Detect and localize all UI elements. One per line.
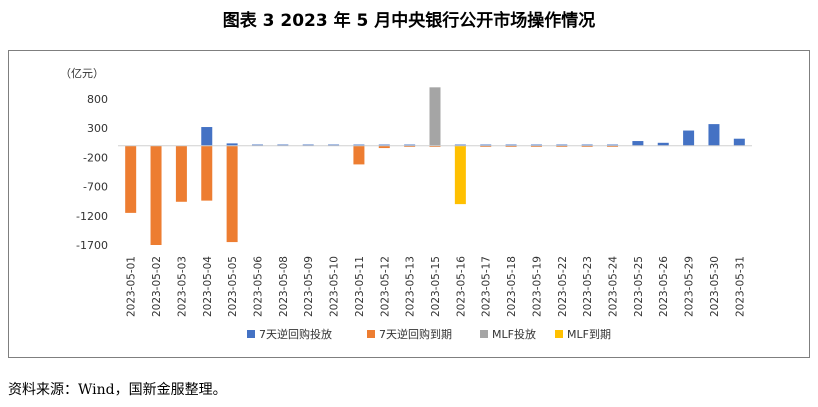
x-tick-label: 2023-05-10 — [329, 256, 341, 317]
bar-7天逆回购到期-2023-05-11 — [353, 145, 365, 165]
y-tick-label: 300 — [87, 122, 108, 135]
bar-7天逆回购投放-2023-05-30 — [708, 124, 720, 146]
legend-swatch — [480, 330, 488, 338]
x-tick-label: 2023-05-11 — [354, 256, 366, 317]
x-tick-label: 2023-05-12 — [379, 256, 391, 317]
bar-7天逆回购投放-2023-05-23 — [581, 144, 593, 146]
bar-7天逆回购投放-2023-05-11 — [353, 144, 365, 146]
legend-label: 7天逆回购到期 — [379, 327, 452, 341]
bar-7天逆回购投放-2023-05-13 — [404, 144, 416, 146]
y-tick-label: -200 — [83, 151, 108, 164]
bar-7天逆回购投放-2023-05-04 — [201, 127, 213, 146]
bar-7天逆回购到期-2023-05-18 — [505, 145, 517, 147]
x-tick-label: 2023-05-26 — [658, 256, 670, 317]
legend-label: 7天逆回购投放 — [259, 327, 332, 341]
x-tick-label: 2023-05-01 — [126, 256, 138, 317]
bar-7天逆回购到期-2023-05-03 — [175, 145, 187, 202]
legend-swatch — [247, 330, 255, 338]
bar-7天逆回购投放-2023-05-05 — [226, 143, 238, 146]
x-tick-label: 2023-05-18 — [506, 256, 518, 317]
x-tick-label: 2023-05-03 — [176, 256, 188, 317]
bar-7天逆回购到期-2023-05-13 — [404, 145, 416, 147]
bar-7天逆回购投放-2023-05-12 — [378, 144, 390, 146]
bar-7天逆回购到期-2023-05-15 — [429, 145, 441, 147]
x-tick-label: 2023-05-25 — [633, 256, 645, 317]
y-tick-label: -700 — [83, 181, 108, 194]
legend-swatch — [555, 330, 563, 338]
bar-7天逆回购投放-2023-05-10 — [328, 144, 340, 146]
y-axis-unit-label: （亿元） — [60, 67, 104, 80]
bar-7天逆回购到期-2023-05-22 — [556, 145, 568, 147]
x-tick-label: 2023-05-31 — [734, 256, 746, 317]
page-title: 图表 3 2023 年 5 月中央银行公开市场操作情况 — [222, 11, 596, 31]
x-tick-label: 2023-05-23 — [582, 256, 594, 317]
bar-7天逆回购投放-2023-05-16 — [454, 144, 466, 146]
y-tick-label: -1200 — [76, 210, 108, 223]
bar-7天逆回购投放-2023-05-22 — [556, 144, 568, 146]
x-tick-label: 2023-05-08 — [278, 256, 290, 317]
legend-label: MLF投放 — [492, 327, 536, 341]
bar-7天逆回购到期-2023-05-19 — [530, 145, 542, 147]
bar-7天逆回购投放-2023-05-29 — [683, 130, 695, 146]
bar-7天逆回购到期-2023-05-01 — [125, 145, 137, 213]
bar-7天逆回购投放-2023-05-25 — [632, 141, 644, 146]
x-tick-label: 2023-05-05 — [227, 256, 239, 317]
x-tick-label: 2023-05-29 — [684, 256, 696, 317]
x-tick-label: 2023-05-13 — [405, 256, 417, 317]
x-tick-label: 2023-05-06 — [252, 256, 264, 317]
x-tick-label: 2023-05-22 — [557, 256, 569, 317]
bar-7天逆回购到期-2023-05-05 — [226, 145, 238, 243]
bar-7天逆回购到期-2023-05-17 — [480, 145, 492, 147]
bar-7天逆回购投放-2023-05-09 — [302, 144, 314, 146]
bar-7天逆回购到期-2023-05-12 — [378, 145, 390, 149]
source-note: 资料来源：Wind，国新金服整理。 — [8, 382, 227, 398]
x-tick-label: 2023-05-24 — [608, 256, 620, 317]
bar-MLF到期-2023-05-16 — [454, 145, 466, 205]
x-tick-label: 2023-05-19 — [531, 256, 543, 317]
bar-7天逆回购投放-2023-05-08 — [277, 144, 289, 146]
bar-7天逆回购到期-2023-05-02 — [150, 145, 162, 245]
x-tick-label: 2023-05-16 — [455, 256, 467, 317]
bar-7天逆回购到期-2023-05-23 — [581, 145, 593, 147]
x-tick-label: 2023-05-17 — [481, 256, 493, 317]
bar-7天逆回购投放-2023-05-17 — [480, 144, 492, 146]
bar-7天逆回购投放-2023-05-31 — [733, 138, 745, 146]
bar-MLF投放-2023-05-15 — [429, 87, 441, 146]
x-tick-label: 2023-05-09 — [303, 256, 315, 317]
bar-7天逆回购投放-2023-05-26 — [657, 142, 669, 146]
x-tick-label: 2023-05-30 — [709, 256, 721, 317]
y-tick-label: 800 — [87, 93, 108, 106]
x-tick-label: 2023-05-04 — [202, 256, 214, 317]
bar-7天逆回购到期-2023-05-04 — [201, 145, 213, 201]
bar-7天逆回购到期-2023-05-24 — [607, 145, 619, 147]
bar-7天逆回购投放-2023-05-19 — [530, 144, 542, 146]
y-tick-label: -1700 — [76, 239, 108, 252]
legend-swatch — [367, 330, 375, 338]
bar-7天逆回购投放-2023-05-06 — [251, 144, 263, 146]
legend-label: MLF到期 — [567, 328, 611, 341]
x-tick-label: 2023-05-02 — [151, 256, 163, 317]
chart-frame — [8, 50, 810, 358]
x-tick-label: 2023-05-15 — [430, 256, 442, 317]
bar-7天逆回购投放-2023-05-24 — [607, 144, 619, 146]
bar-7天逆回购投放-2023-05-18 — [505, 144, 517, 146]
